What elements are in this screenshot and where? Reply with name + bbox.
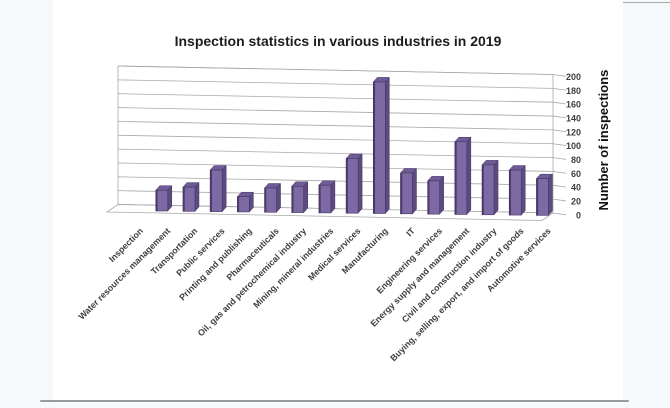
window-border-bottom bbox=[40, 400, 629, 402]
side-wall-tick bbox=[552, 143, 567, 146]
gridline bbox=[117, 107, 554, 117]
gridline bbox=[117, 134, 554, 145]
gridline bbox=[117, 148, 554, 158]
bar-side-face bbox=[330, 180, 336, 214]
y-tick-label: 140 bbox=[566, 113, 581, 123]
y-tick-label: 160 bbox=[566, 100, 581, 110]
bar-left-shade bbox=[155, 190, 158, 212]
bar-side-face bbox=[548, 173, 553, 217]
bar-left-shade bbox=[536, 178, 539, 216]
side-wall-tick bbox=[552, 115, 567, 119]
chart-title: Inspection statistics in various industr… bbox=[174, 33, 502, 49]
bar-side-face bbox=[385, 76, 390, 215]
y-tick-label: 40 bbox=[571, 183, 581, 193]
gridline bbox=[117, 65, 554, 75]
bar-left-shade bbox=[454, 141, 457, 215]
y-tick-label: 100 bbox=[566, 141, 581, 151]
bar-left-shade bbox=[318, 185, 321, 213]
bar-side-face bbox=[357, 153, 363, 214]
bar-left-shade bbox=[291, 186, 294, 213]
bar-side-face bbox=[520, 164, 526, 216]
side-wall-tick bbox=[552, 101, 567, 105]
gridline bbox=[117, 93, 554, 103]
side-wall-tick bbox=[552, 212, 567, 216]
bar-side-face bbox=[276, 182, 281, 213]
side-wall-tick bbox=[552, 157, 567, 160]
y-tick-label: 120 bbox=[566, 127, 581, 137]
bar-left-shade bbox=[509, 170, 512, 216]
y-axis-title: Number of inspections bbox=[596, 69, 611, 211]
bar-side-face bbox=[493, 159, 499, 216]
bar-left-shade bbox=[482, 164, 484, 215]
y-tick-label: 200 bbox=[566, 72, 581, 82]
bar-left-shade bbox=[373, 81, 376, 214]
side-wall-tick bbox=[552, 129, 567, 133]
bar-left-shade bbox=[182, 187, 185, 212]
bar-left-shade bbox=[237, 196, 240, 212]
y-tick-label: 20 bbox=[571, 197, 581, 207]
side-wall-tick bbox=[552, 87, 567, 91]
bar-side-face bbox=[466, 136, 472, 216]
gridline bbox=[117, 162, 554, 172]
side-wall-tick bbox=[552, 74, 567, 77]
category-label: Public services bbox=[174, 226, 226, 278]
bar-left-shade bbox=[346, 158, 348, 214]
side-wall-tick bbox=[552, 171, 567, 174]
category-label: IT bbox=[404, 225, 417, 238]
bar-side-face bbox=[303, 181, 308, 214]
gridline bbox=[117, 176, 554, 186]
bar-side-face bbox=[439, 175, 444, 215]
bar-left-shade bbox=[400, 172, 403, 214]
side-wall-tick bbox=[552, 198, 567, 202]
side-wall-tick bbox=[552, 184, 567, 188]
bar-left-shade bbox=[427, 180, 430, 215]
bar-left-shade bbox=[264, 188, 267, 213]
y-tick-label: 180 bbox=[566, 86, 581, 96]
bar-side-face bbox=[167, 185, 173, 212]
gridline bbox=[117, 121, 554, 131]
y-tick-label: 80 bbox=[571, 155, 581, 165]
category-label: Energy supply and management bbox=[368, 226, 471, 329]
y-tick-label: 60 bbox=[571, 169, 581, 179]
y-tick-label: 0 bbox=[576, 210, 581, 220]
bar-left-shade bbox=[210, 170, 212, 212]
gridline bbox=[117, 79, 554, 89]
bar-side-face bbox=[412, 167, 417, 215]
bar-side-face bbox=[194, 181, 200, 212]
bar-side-face bbox=[221, 164, 227, 213]
